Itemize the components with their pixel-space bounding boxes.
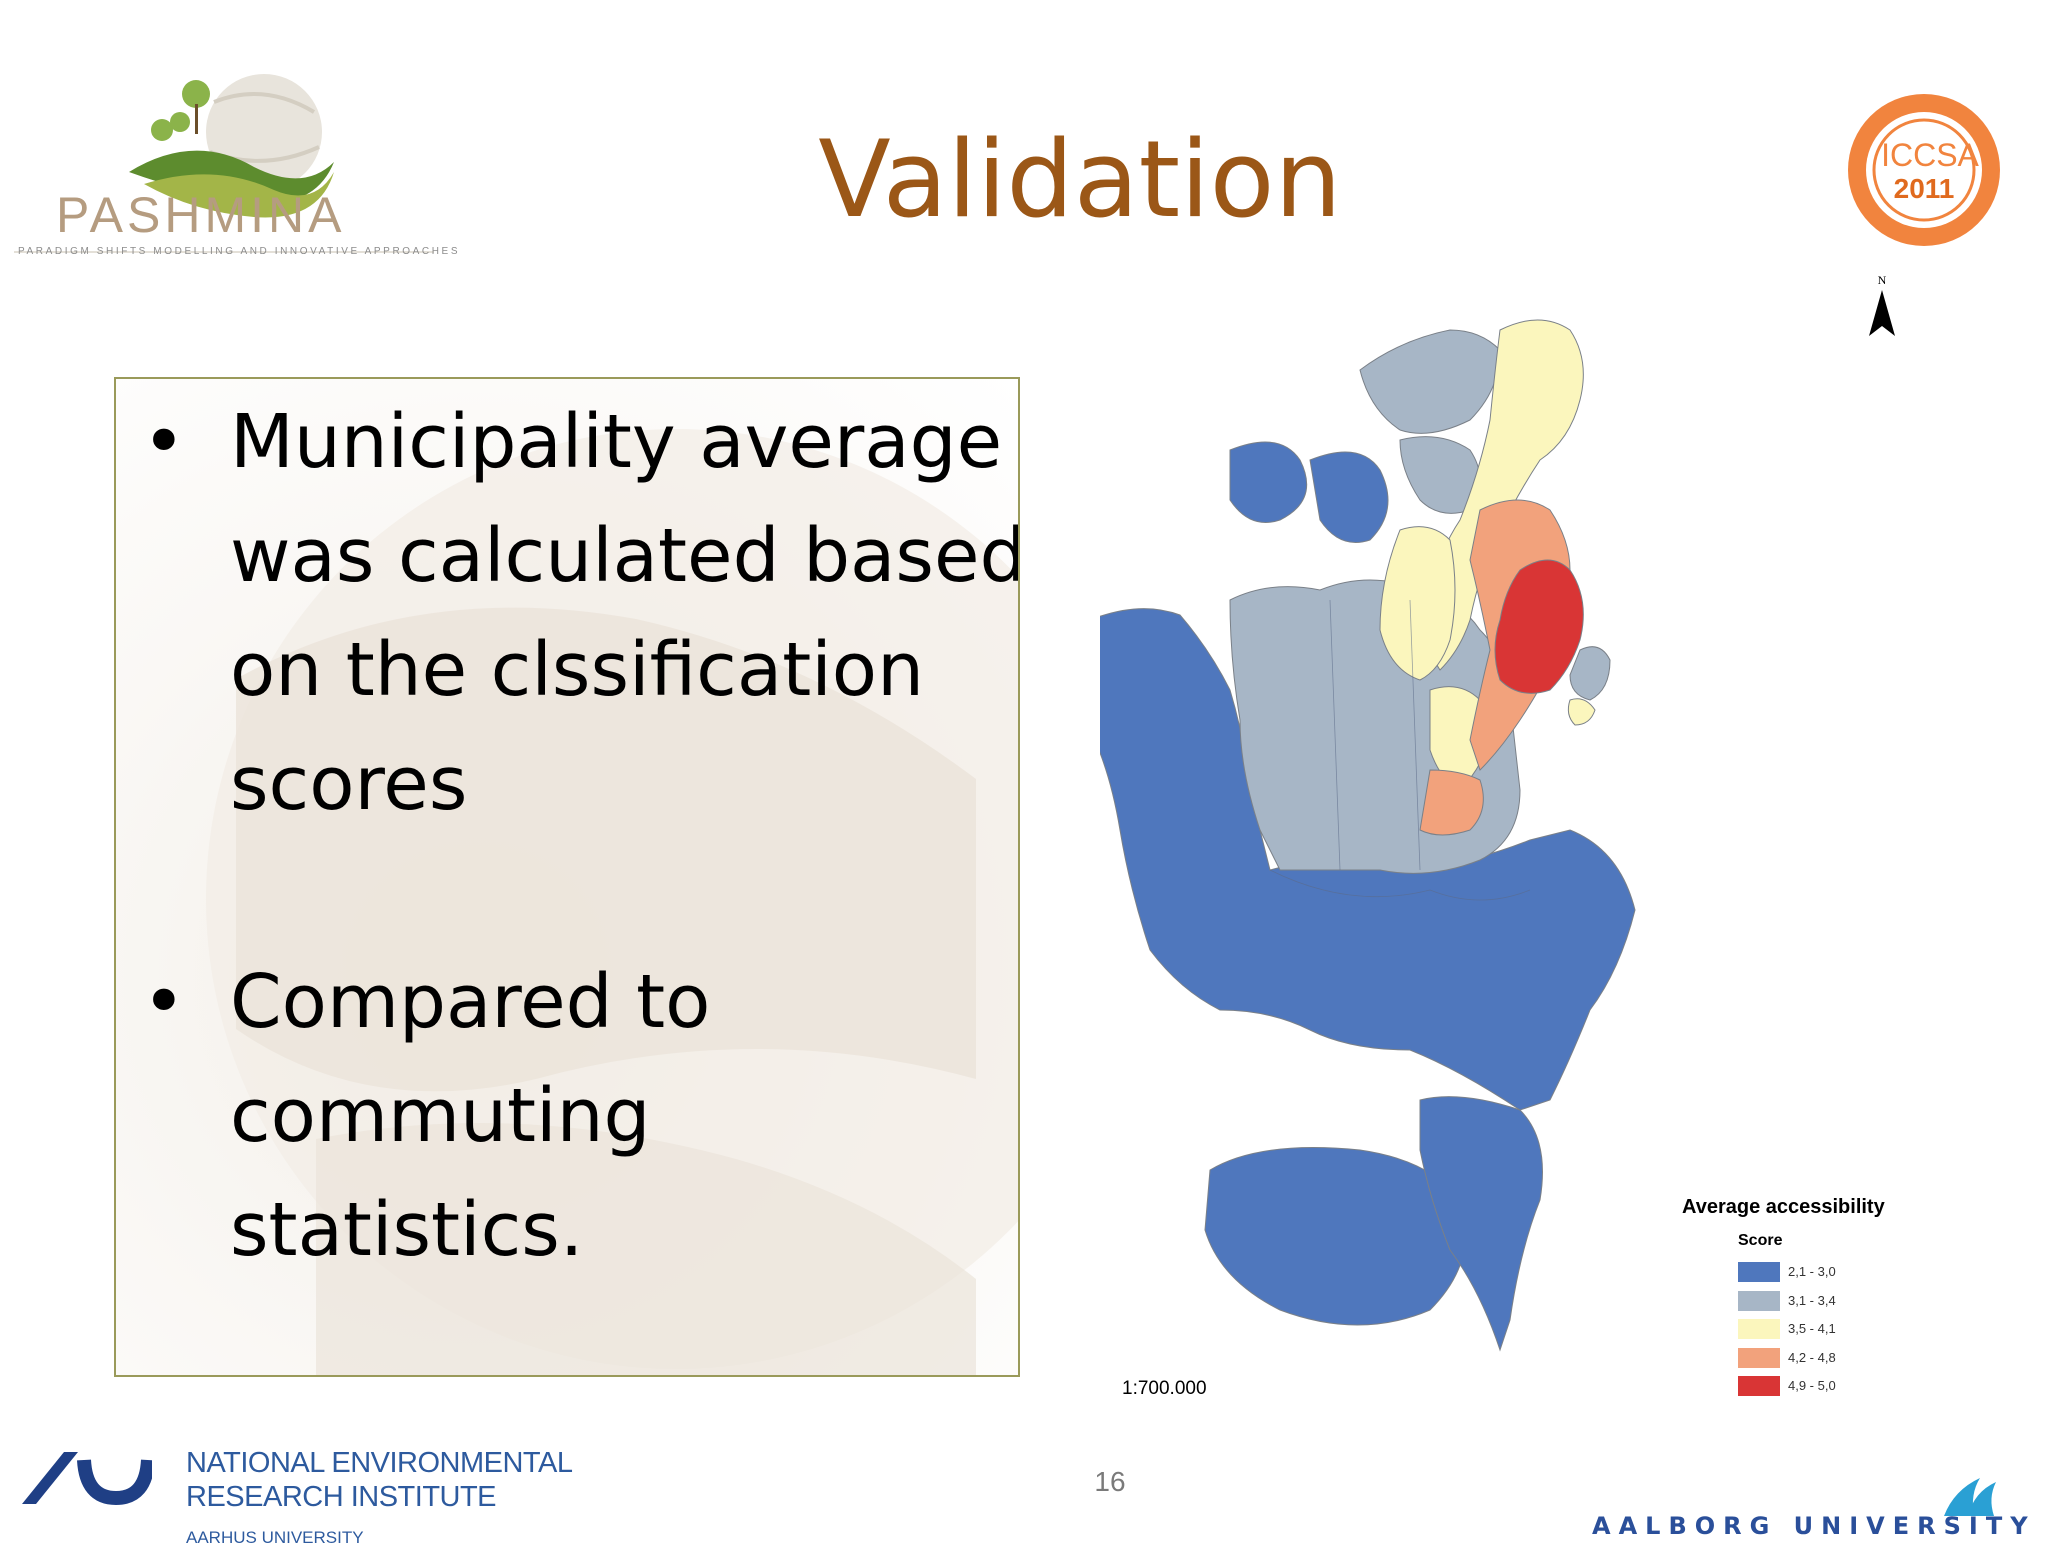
legend-label: 3,5 - 4,1: [1788, 1321, 1836, 1336]
bullet-line: commuting: [230, 1073, 651, 1159]
bullet-dot: •: [142, 959, 186, 1045]
pashmina-logo: [14, 74, 434, 253]
legend-swatch: [1738, 1319, 1780, 1339]
map-scale: 1:700.000: [1122, 1378, 1207, 1399]
legend-swatch: [1738, 1376, 1780, 1396]
bullet-text: Compared to commuting statistics.: [230, 945, 1018, 1287]
bullet-dot: •: [142, 399, 186, 485]
iccsa-badge-main: ICCSA: [1881, 137, 1979, 173]
legend-label: 2,1 - 3,0: [1788, 1264, 1836, 1279]
legend-swatch: [1738, 1347, 1780, 1368]
bullet-line: statistics.: [230, 1187, 584, 1273]
legend-swatch: [1738, 1290, 1780, 1311]
aarhus-logo: [22, 1452, 152, 1506]
aalborg-wordmark: AALBORG UNIVERSITY: [1592, 1512, 2036, 1540]
map-region-west-yellow: [1379, 526, 1456, 681]
map-region-orange-south: [1419, 769, 1484, 836]
legend-swatch: [1738, 1262, 1780, 1282]
accessibility-map: [1100, 319, 1636, 1352]
bullet-line: was calculated based: [230, 513, 1020, 599]
map-region-amager: [1569, 646, 1611, 701]
svg-text:N: N: [1878, 273, 1887, 287]
legend-label: 4,9 - 5,0: [1788, 1378, 1836, 1393]
globe-watermark: [206, 429, 1018, 1375]
institute-university: AARHUS UNIVERSITY: [186, 1528, 364, 1547]
map-region-north-grey: [1359, 329, 1501, 434]
bullet-line: on the clssification: [230, 627, 924, 713]
bullet-line: scores: [230, 741, 468, 827]
map-region-dragor: [1567, 698, 1596, 726]
map-region-falster: [1419, 1096, 1543, 1352]
page-number: 16: [1094, 1466, 1126, 1497]
iccsa-badge-year: 2011: [1894, 173, 1955, 204]
pashmina-wordmark: PASHMINA: [56, 187, 346, 243]
bullet-line: Compared to: [230, 959, 711, 1045]
map-region-odsherred: [1229, 441, 1308, 523]
institute-name-line2: RESEARCH INSTITUTE: [186, 1481, 497, 1513]
pashmina-tagline: PARADIGM SHIFTS MODELLING AND INNOVATIVE…: [18, 246, 461, 257]
iccsa-badge: ICCSA 2011: [1848, 94, 2000, 246]
map-region-holbaek-north: [1309, 451, 1389, 543]
bullet-text: Municipality average was calculated based…: [230, 385, 1020, 841]
north-arrow-icon: N: [1869, 273, 1895, 336]
legend-label: 4,2 - 4,8: [1788, 1349, 1836, 1365]
legend-title: Average accessibility: [1682, 1196, 1885, 1218]
legend-label: 3,1 - 3,4: [1788, 1292, 1836, 1308]
map-region-copenhagen: [1494, 559, 1584, 694]
institute-name-line1: NATIONAL ENVIRONMENTAL: [186, 1447, 573, 1479]
aalborg-logo: [1944, 1478, 1996, 1516]
legend-subtitle: Score: [1738, 1232, 1783, 1249]
bullet-box: • Municipality average was calculated base…: [114, 377, 1020, 1377]
institute-name: NATIONAL ENVIRONMENTAL RESEARCH INSTITUT…: [186, 1446, 573, 1514]
bullet-line: Municipality average: [230, 399, 1003, 485]
slide-title: Validation: [818, 118, 1342, 241]
map-region-north-yellow: [1426, 319, 1584, 671]
